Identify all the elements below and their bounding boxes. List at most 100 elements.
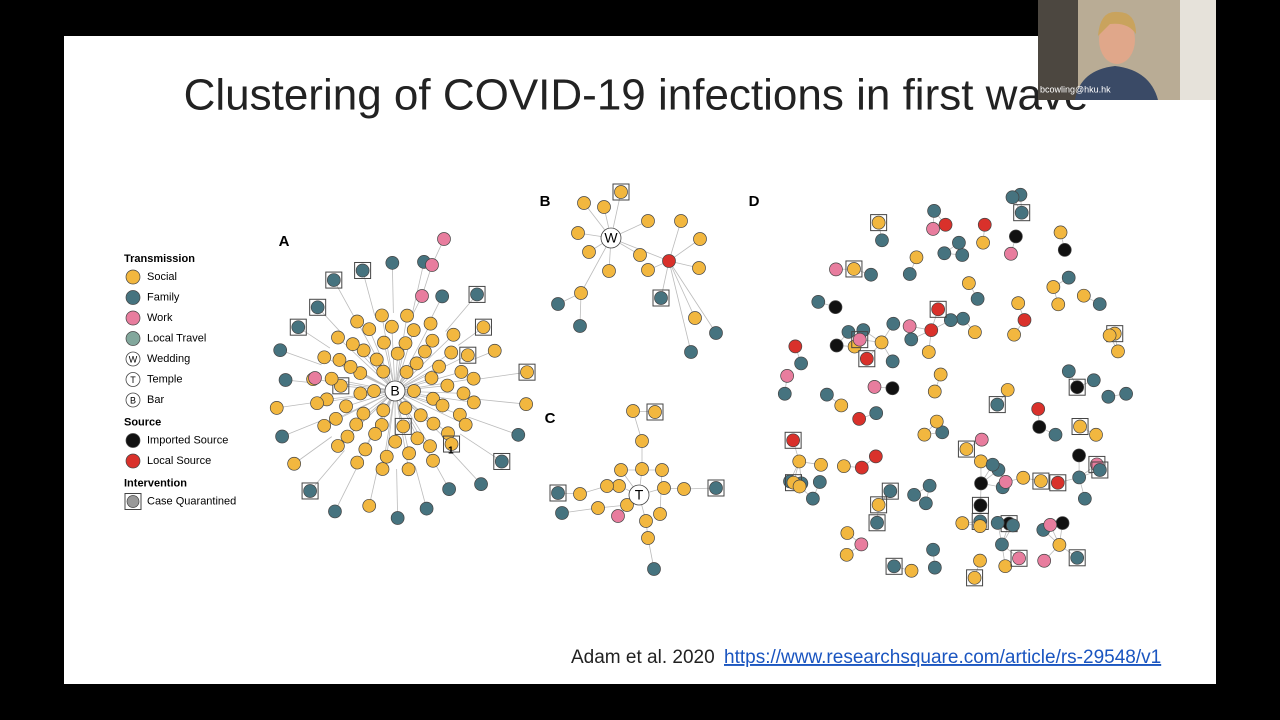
case-node	[917, 427, 932, 442]
case-node	[955, 516, 970, 530]
case-node	[792, 454, 807, 469]
edge	[280, 349, 322, 366]
citation-link[interactable]: https://www.researchsquare.com/article/r…	[724, 647, 1161, 668]
case-node	[1070, 550, 1085, 565]
case-node	[1093, 463, 1107, 477]
case-node	[310, 300, 325, 315]
quarantine-box	[1013, 204, 1031, 222]
quarantine-box	[443, 435, 461, 453]
case-node	[657, 481, 671, 495]
edge	[394, 390, 460, 416]
case-node	[345, 337, 360, 351]
case-node	[385, 319, 399, 334]
case-node	[399, 365, 414, 379]
legend-swatch	[125, 372, 141, 387]
edge	[281, 419, 323, 437]
case-node	[834, 398, 849, 413]
case-node	[385, 255, 400, 270]
case-node	[907, 487, 921, 502]
slide	[64, 36, 1216, 684]
case-node	[973, 553, 987, 568]
case-node	[688, 311, 702, 325]
case-node	[976, 235, 990, 250]
legend-label: Temple	[147, 373, 182, 385]
edge	[293, 436, 332, 465]
case-node	[648, 405, 662, 419]
case-node	[577, 196, 591, 210]
case-node	[410, 431, 425, 446]
case-node	[1007, 327, 1021, 342]
quarantine-box	[1068, 549, 1086, 567]
case-node	[921, 345, 936, 359]
case-node	[968, 325, 982, 340]
quarantine-box	[881, 482, 899, 500]
legend-heading: Intervention	[124, 477, 187, 489]
edge	[447, 448, 482, 485]
quarantine-box	[784, 431, 802, 449]
case-node	[995, 537, 1009, 552]
edge	[472, 371, 528, 381]
case-node	[362, 322, 377, 337]
case-node	[867, 380, 882, 394]
case-node	[520, 365, 534, 380]
case-node	[1089, 427, 1103, 442]
case-node	[326, 273, 341, 287]
quarantine-box	[957, 440, 975, 458]
case-node	[927, 384, 942, 399]
case-node	[367, 384, 381, 398]
case-node	[1014, 205, 1029, 220]
case-node	[310, 396, 324, 411]
case-node	[839, 547, 854, 562]
case-node	[356, 343, 371, 358]
case-node	[952, 235, 966, 250]
case-node	[582, 245, 596, 259]
legend-label: Local Source	[147, 455, 211, 467]
case-node	[937, 246, 952, 261]
case-node	[291, 320, 306, 335]
case-node	[794, 356, 808, 371]
case-node	[376, 403, 391, 418]
case-node	[1092, 297, 1107, 311]
case-node	[474, 477, 488, 492]
case-node	[612, 479, 626, 493]
case-node	[398, 401, 413, 415]
case-node	[909, 250, 924, 265]
case-node	[639, 514, 653, 528]
edge	[472, 398, 527, 405]
panel-label: B	[540, 193, 551, 210]
case-node	[349, 417, 364, 432]
legend-label: Imported Source	[147, 434, 228, 446]
legend-icon: B	[130, 395, 136, 405]
quarantine-box	[870, 214, 888, 232]
case-node	[1052, 537, 1067, 552]
case-node	[829, 338, 844, 353]
quarantine-box	[394, 417, 412, 435]
case-node	[444, 437, 459, 451]
case-node	[829, 262, 843, 277]
case-node	[329, 411, 343, 426]
case-node	[597, 200, 611, 214]
quarantine-box	[1049, 474, 1067, 492]
case-node	[641, 263, 655, 277]
case-node	[626, 404, 640, 418]
case-node	[1070, 380, 1085, 395]
case-node	[1012, 551, 1026, 566]
quarantine-box	[493, 452, 511, 470]
case-node	[476, 320, 491, 335]
case-node	[955, 248, 970, 262]
case-node	[847, 262, 861, 276]
case-node	[973, 519, 987, 534]
quarantine-box	[971, 496, 989, 514]
case-node	[653, 507, 667, 521]
edge	[394, 390, 464, 394]
case-node	[466, 371, 481, 386]
quarantine-box	[459, 346, 477, 364]
case-node	[674, 214, 688, 228]
case-node	[390, 511, 405, 525]
case-node	[343, 360, 358, 374]
case-node	[328, 504, 342, 519]
case-node	[406, 323, 421, 337]
case-node	[1102, 328, 1117, 343]
case-node	[883, 484, 898, 498]
case-node	[814, 457, 828, 472]
